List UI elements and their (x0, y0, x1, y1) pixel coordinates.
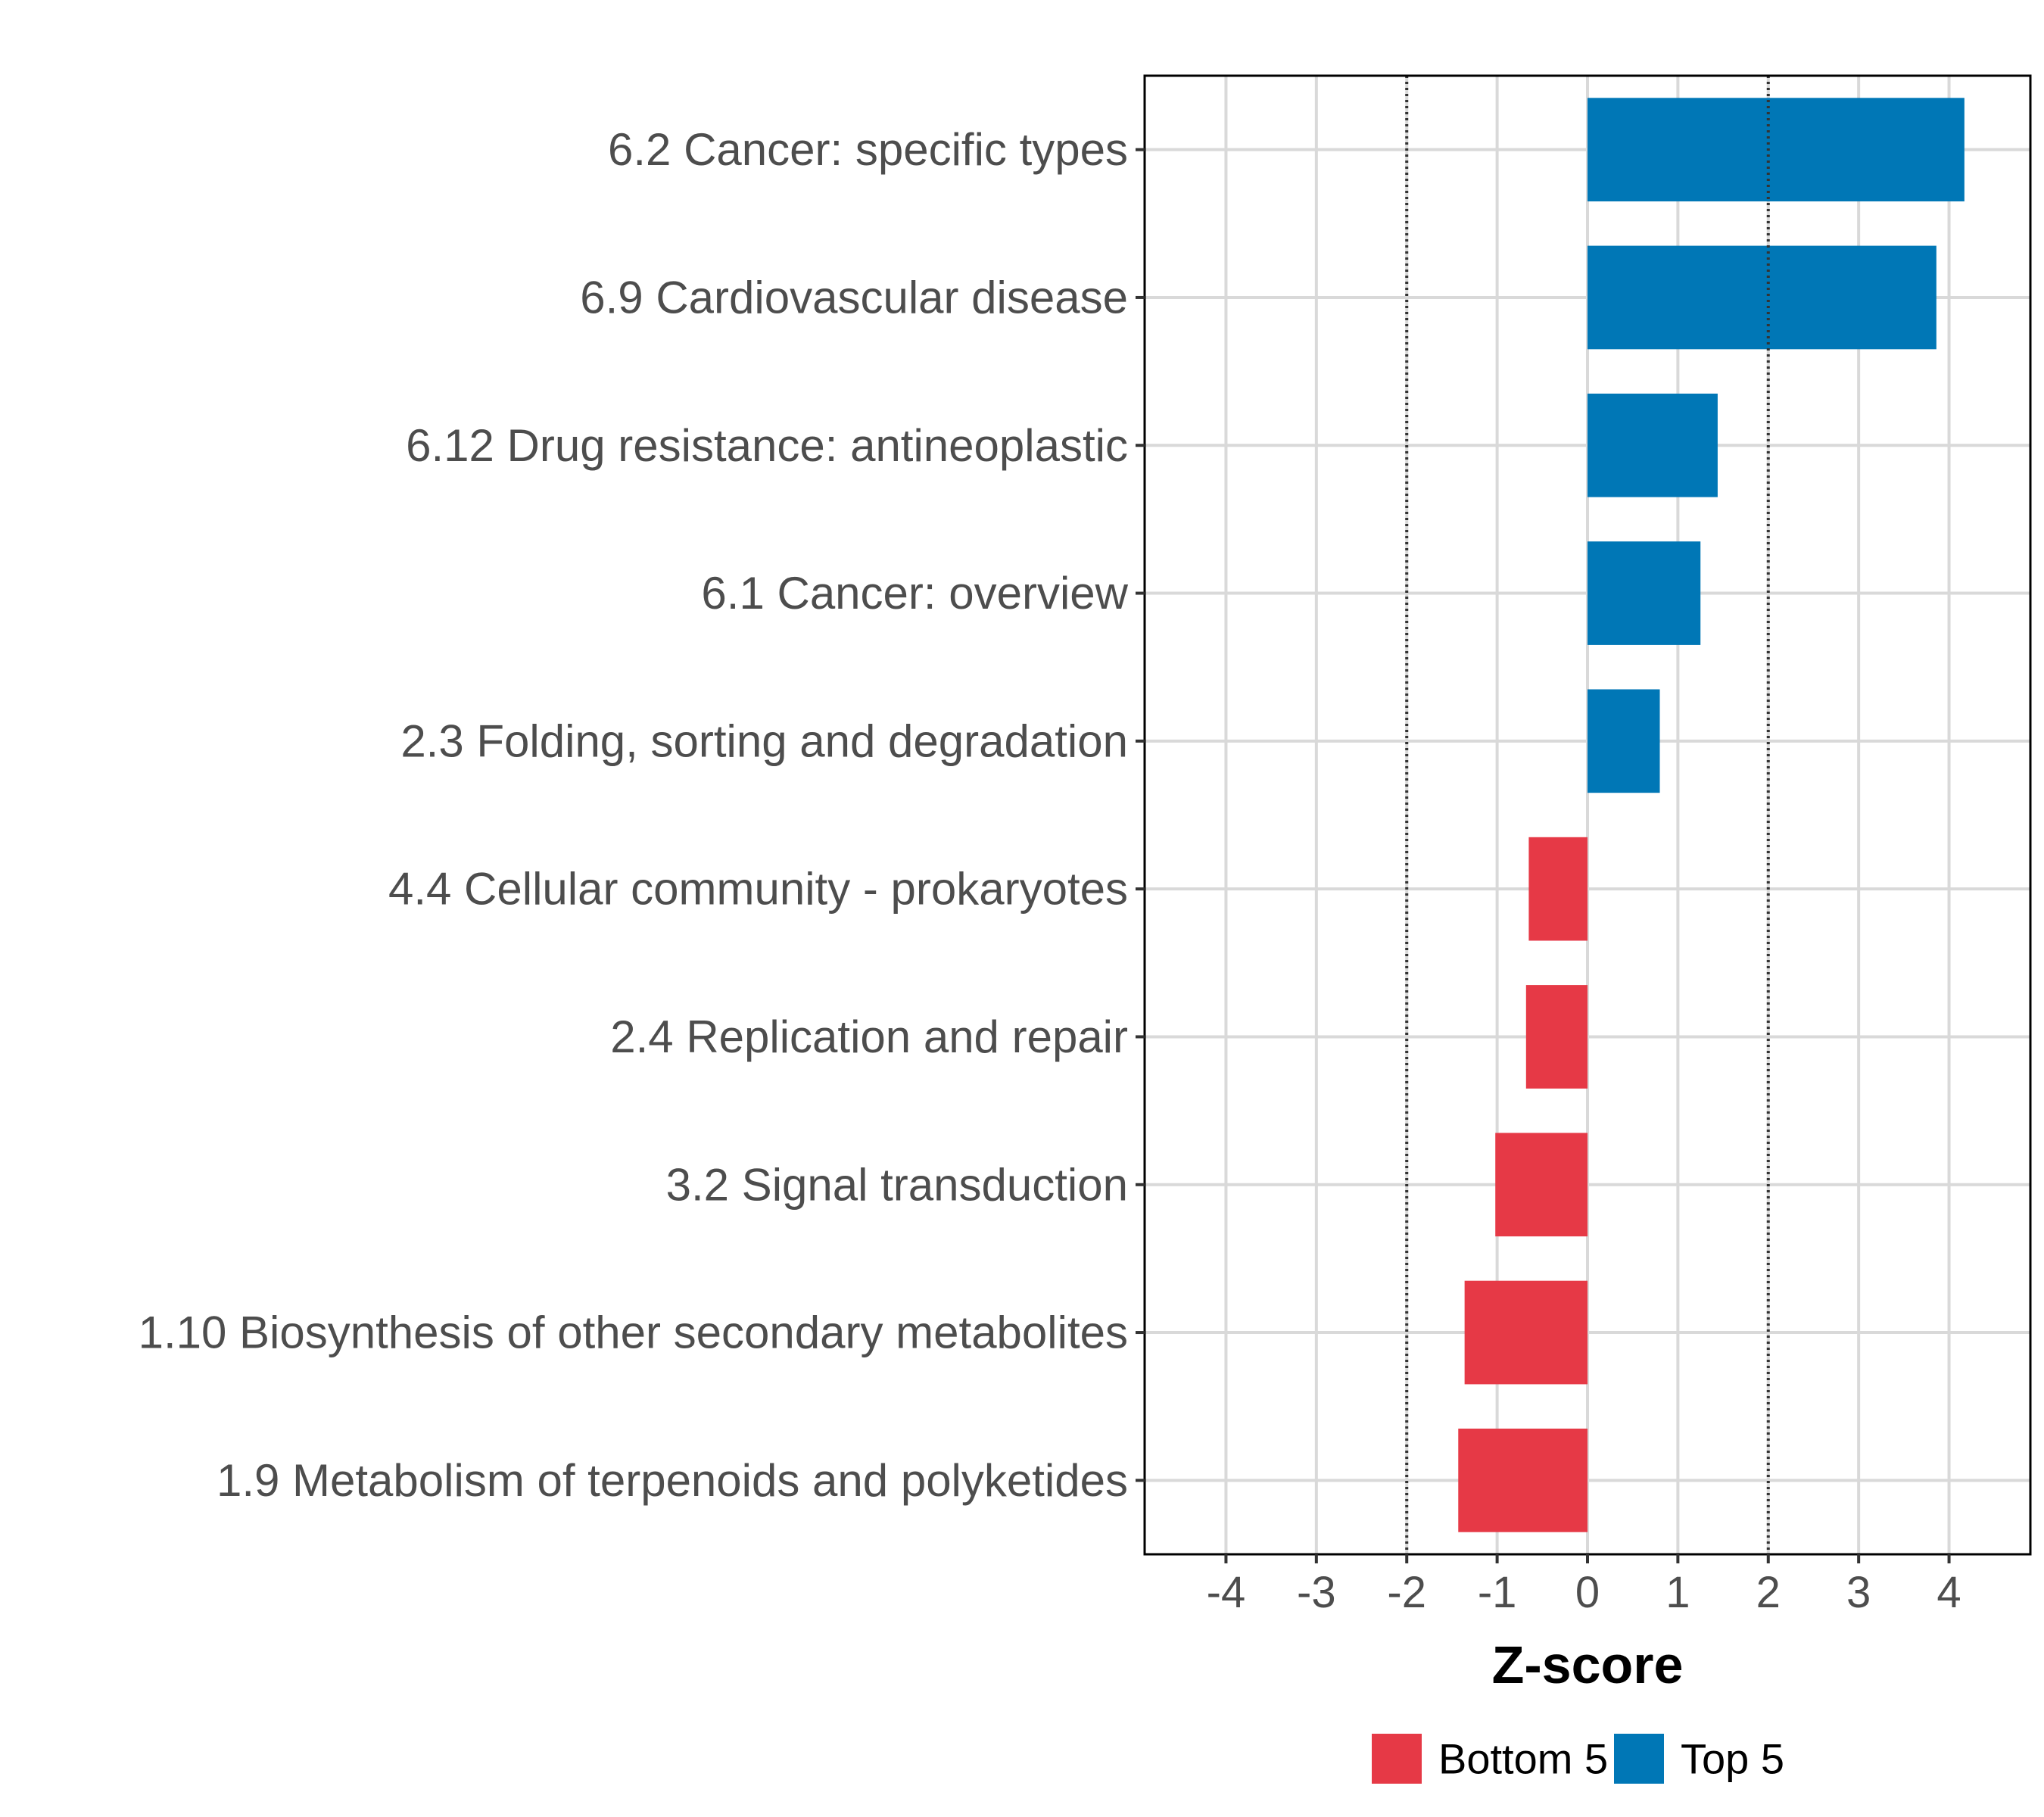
category-label: 6.12 Drug resistance: antineoplastic (406, 420, 1128, 471)
bar-bottom-6 (1528, 837, 1588, 941)
category-label: 3.2 Signal transduction (666, 1159, 1128, 1210)
bar-top-4 (1588, 541, 1701, 645)
category-label: 6.1 Cancer: overview (701, 568, 1128, 619)
bar-layer (1458, 98, 1965, 1532)
bar-top-1 (1588, 98, 1965, 202)
category-label: 2.3 Folding, sorting and degradation (400, 715, 1128, 766)
x-tick-label: -3 (1297, 1568, 1336, 1617)
category-label: 6.2 Cancer: specific types (608, 124, 1128, 175)
x-tick-label: 3 (1846, 1568, 1871, 1617)
category-label: 1.9 Metabolism of terpenoids and polyket… (217, 1455, 1128, 1506)
x-tick-label: 1 (1665, 1568, 1690, 1617)
x-tick-label: -4 (1207, 1568, 1246, 1617)
legend: Bottom 5 Top 5 (1372, 1734, 1784, 1784)
bar-bottom-8 (1495, 1133, 1588, 1237)
bar-top-5 (1588, 689, 1660, 793)
bar-bottom-9 (1464, 1280, 1588, 1385)
y-axis: 6.2 Cancer: specific types 6.9 Cardiovasc… (139, 124, 1145, 1506)
bar-bottom-7 (1525, 985, 1588, 1089)
x-axis: -4 -3 -2 -1 0 1 2 3 4 (1207, 1554, 1961, 1617)
reference-lines (1405, 76, 1770, 1554)
bar-top-2 (1588, 245, 1937, 350)
legend-label: Bottom 5 (1438, 1735, 1608, 1783)
category-label: 4.4 Cellular community - prokaryotes (388, 864, 1128, 915)
legend-swatch-2 (1614, 1734, 1664, 1784)
x-tick-label: -1 (1478, 1568, 1517, 1617)
bar-bottom-10 (1458, 1428, 1588, 1532)
category-label: 2.4 Replication and repair (610, 1011, 1128, 1062)
x-tick-label: 2 (1756, 1568, 1781, 1617)
category-label: 1.10 Biosynthesis of other secondary met… (139, 1307, 1128, 1358)
legend-label: Top 5 (1681, 1735, 1784, 1783)
x-tick-label: 4 (1937, 1568, 1961, 1617)
x-axis-title: Z-score (1492, 1635, 1684, 1694)
category-label: 6.9 Cardiovascular disease (580, 272, 1128, 323)
x-tick-label: 0 (1575, 1568, 1600, 1617)
bar-top-3 (1588, 393, 1718, 497)
legend-swatch-1 (1372, 1734, 1422, 1784)
x-tick-label: -2 (1387, 1568, 1426, 1617)
